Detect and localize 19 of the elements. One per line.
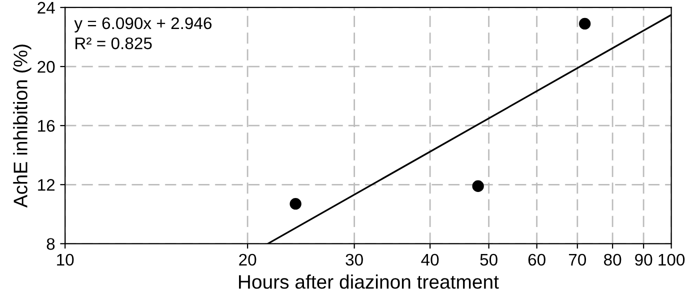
y-axis-title: AchE inhibition (%) <box>13 44 32 208</box>
x-tick-label: 20 <box>239 254 256 266</box>
y-tick-label: 24 <box>38 2 55 14</box>
x-tick-label: 80 <box>604 254 622 266</box>
x-axis-title: Hours after diazinon treatment <box>239 274 499 289</box>
y-tick-label: 8 <box>46 238 55 250</box>
y-tick-label: 16 <box>38 120 55 132</box>
annotation: R² = 0.825 <box>76 37 152 50</box>
x-tick-label: 60 <box>528 254 546 266</box>
x-tick-label: 100 <box>658 254 685 266</box>
x-tick-label: 90 <box>635 254 652 266</box>
x-tick-label: 30 <box>346 254 363 266</box>
y-tick-label: 20 <box>38 60 55 73</box>
y-tick-label: 12 <box>38 179 55 191</box>
x-tick-label: 40 <box>421 254 439 266</box>
annotation: y = 6.090x + 2.946 <box>74 17 212 32</box>
x-tick-label: 10 <box>57 254 74 266</box>
x-tick-label: 50 <box>480 254 498 266</box>
x-tick-label: 70 <box>568 254 586 266</box>
